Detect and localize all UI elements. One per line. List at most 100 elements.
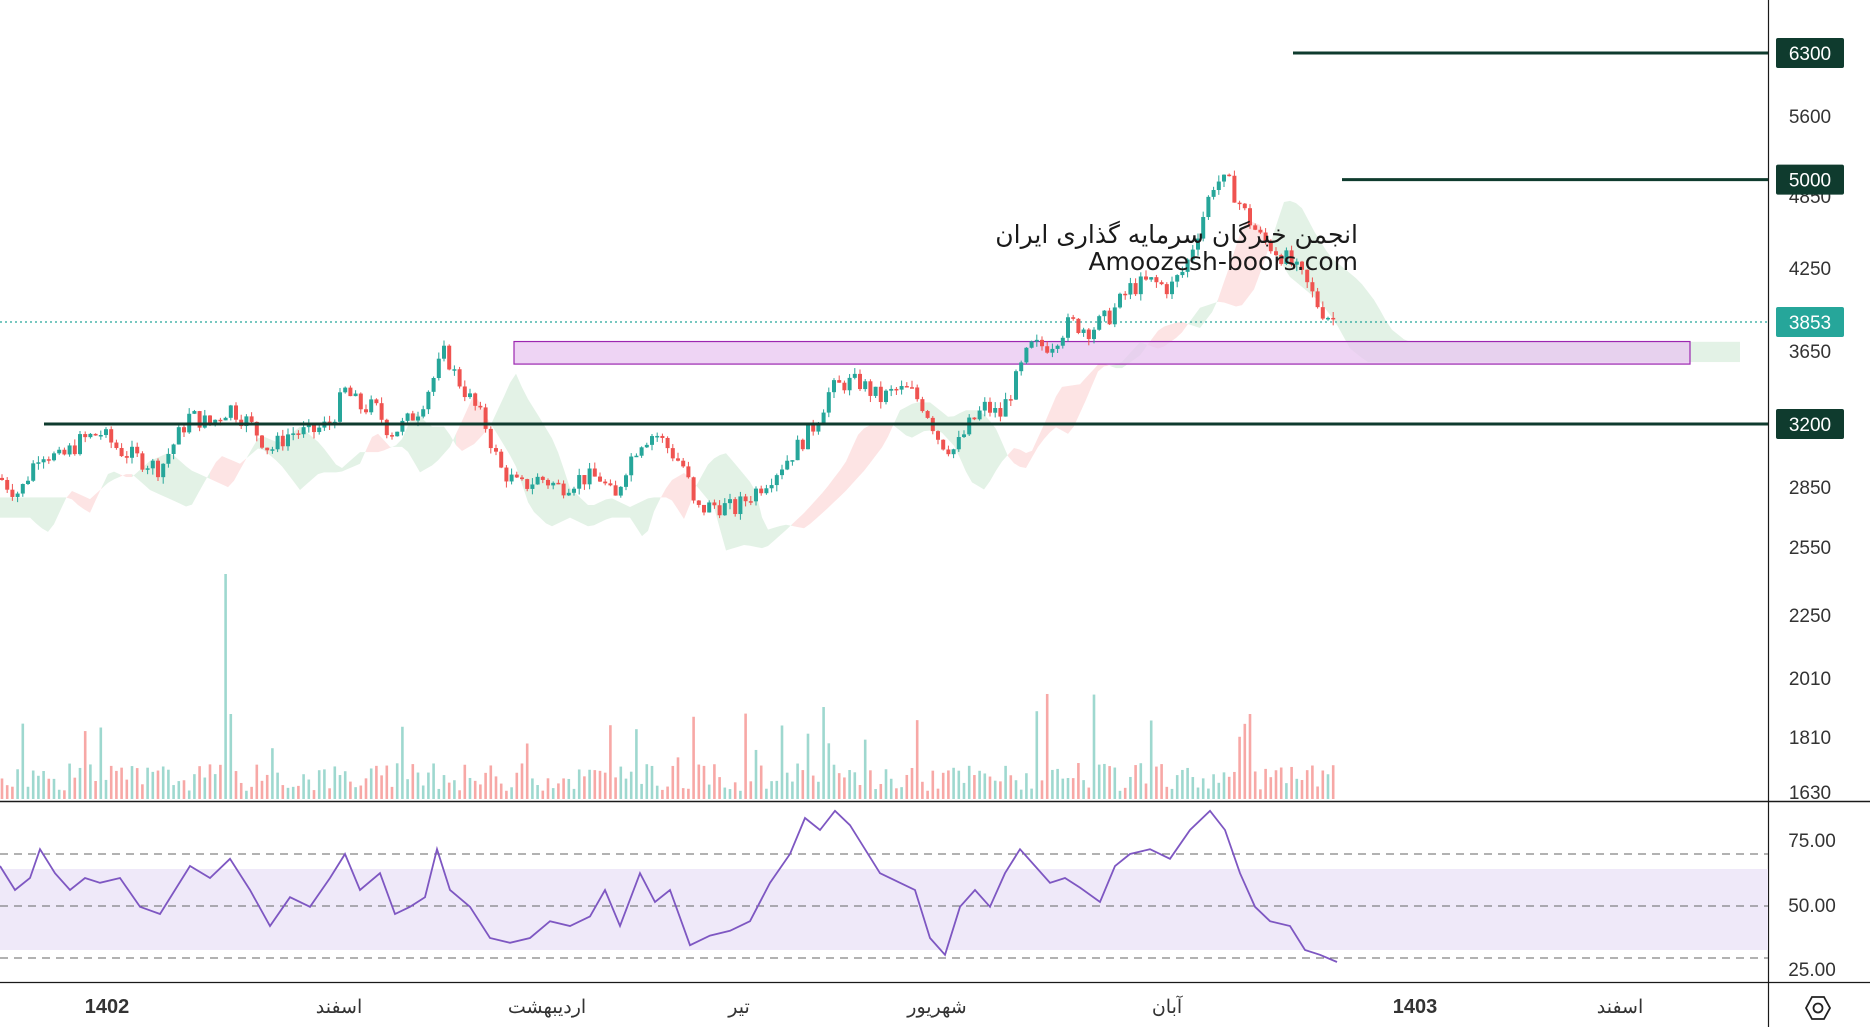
cloud-segment [372, 433, 378, 453]
candle-body [681, 460, 686, 467]
candle-body [759, 488, 764, 494]
gear-hexagon-icon[interactable] [1804, 996, 1832, 1020]
volume-bar [957, 770, 961, 799]
cloud-segment [1194, 307, 1200, 329]
cloud-segment [1086, 371, 1092, 400]
candle-body [114, 442, 119, 449]
horizontal-levels[interactable] [44, 51, 1768, 426]
candle-body [670, 448, 675, 459]
volume-bar [900, 787, 903, 799]
candle-body [821, 412, 826, 424]
candle-body [972, 417, 977, 420]
resistance-zone[interactable] [513, 340, 1691, 365]
candle-body [478, 405, 483, 408]
candle-body [707, 502, 712, 513]
candle-body [260, 435, 264, 448]
candle-body [1123, 293, 1128, 296]
candle-body [556, 482, 561, 485]
rsi-line [0, 809, 1338, 963]
volume-bar [401, 726, 404, 799]
cloud-segment [1728, 341, 1734, 363]
cloud-segment [396, 438, 402, 447]
volume-bar [447, 782, 451, 799]
volume-bar [895, 788, 898, 799]
volume-bar [198, 766, 201, 799]
volume-bar [687, 788, 690, 799]
volume-bar [141, 784, 144, 799]
candle-body [218, 419, 223, 422]
price-tick-label: 2550 [1789, 538, 1831, 559]
volume-bar [297, 785, 300, 799]
candle-body [249, 416, 254, 422]
cloud-segment [342, 462, 348, 472]
candle-body [78, 434, 82, 455]
cloud-segment [6, 497, 12, 518]
candle-body [83, 434, 88, 438]
volume-bar [515, 772, 519, 799]
cloud-segment [1098, 363, 1104, 372]
candle-body [1201, 217, 1206, 239]
cloud-segment [720, 453, 726, 551]
cloud-segment [30, 497, 36, 524]
cloud-segment [1014, 448, 1020, 467]
volume-bar [203, 777, 207, 799]
candle-body [390, 435, 394, 437]
cloud-segment [840, 461, 846, 497]
volume-bar [889, 778, 893, 799]
candle-body [52, 453, 56, 461]
cloud-segment [1254, 222, 1260, 290]
cloud-segment [576, 493, 582, 524]
cloud-segment [144, 460, 150, 491]
cloud-segment [432, 426, 438, 466]
candle-body [166, 454, 171, 464]
volume-bar [567, 778, 571, 799]
volume-bar [551, 788, 555, 799]
cloud-segment [402, 425, 408, 452]
volume-bar [557, 783, 560, 799]
cloud-segment [294, 426, 300, 491]
candle-body [639, 447, 644, 456]
cloud-segment [1278, 202, 1284, 268]
candle-body [62, 449, 67, 455]
volume-bar [156, 770, 160, 799]
volume-bar [1191, 777, 1195, 799]
candle-body [998, 408, 1003, 417]
candle-body [1232, 175, 1237, 203]
price-axis[interactable]: 6300560048504250365028502550225020101810… [1789, 43, 1831, 804]
volume-bar [1066, 778, 1070, 799]
volume-bar [770, 781, 773, 799]
cloud-segment [1314, 231, 1320, 302]
candle-body [1029, 341, 1034, 348]
time-axis[interactable]: 1402 اسفند اردیبهشت تیر شهریور آبان 1403 اسفند [85, 995, 1644, 1018]
candle-body [1097, 316, 1102, 330]
cloud-segment [348, 457, 354, 469]
candle-body [748, 501, 753, 503]
volume-bar [1165, 786, 1169, 799]
volume-bar [635, 729, 638, 799]
cloud-segment [960, 410, 966, 472]
volume-bar [68, 763, 71, 799]
candle-body [36, 462, 41, 464]
cloud-segment [204, 472, 210, 483]
candle-body [826, 392, 831, 413]
volume-bar [1233, 771, 1236, 799]
cloud-segment [1704, 341, 1710, 363]
cloud-segment [72, 490, 78, 506]
volume-bar [546, 778, 550, 799]
candle-body [176, 427, 181, 445]
volume-bar [343, 771, 347, 799]
cloud-segment [222, 456, 228, 488]
volume-bar [323, 769, 326, 799]
candle-body [124, 456, 129, 458]
volume-bar [260, 780, 264, 799]
candle-body [1128, 283, 1133, 295]
candle-body [296, 433, 301, 435]
candle-body [1149, 277, 1154, 280]
volume-bar [427, 772, 430, 799]
candle-body [98, 435, 103, 437]
cloud-segment [234, 461, 240, 481]
volume-bar [52, 778, 56, 799]
candle-body [592, 468, 597, 477]
rsi-axis[interactable]: 75.00 50.00 25.00 [1788, 831, 1836, 981]
